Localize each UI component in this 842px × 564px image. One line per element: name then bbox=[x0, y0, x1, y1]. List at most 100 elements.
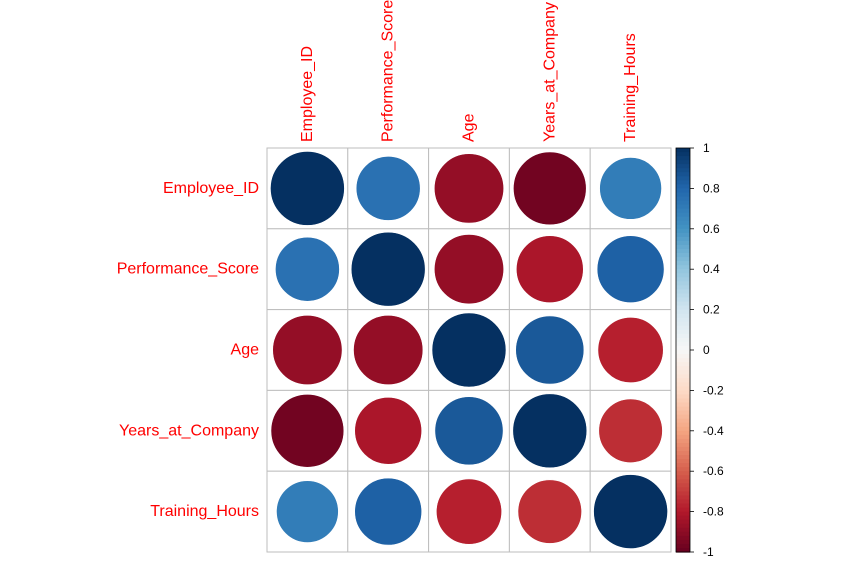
colorbar-segment bbox=[676, 305, 690, 311]
colorbar-segment bbox=[676, 313, 690, 319]
colorbar-segment bbox=[676, 467, 690, 472]
circle-performance-score-years-at-company bbox=[515, 235, 584, 304]
column-labels: Employee_ID Performance_Score Age Years_at_… bbox=[299, 0, 639, 142]
colorbar-segment bbox=[676, 390, 690, 396]
circle-training-hours-age bbox=[436, 478, 502, 545]
colorbar-tick-label: -0.8 bbox=[703, 505, 724, 519]
colorbar-segment bbox=[676, 277, 690, 282]
colorbar-tick-label: 0 bbox=[703, 343, 710, 357]
row-label-training-hours: Training_Hours bbox=[150, 503, 259, 520]
circle-employee-id-training-hours bbox=[599, 157, 662, 220]
colorbar-segment bbox=[676, 471, 690, 476]
row-label-age: Age bbox=[231, 342, 260, 359]
colorbar-segment bbox=[676, 499, 690, 505]
circle-training-hours-training-hours bbox=[593, 474, 668, 549]
circle-years-at-company-training-hours bbox=[598, 398, 663, 463]
colorbar-segment bbox=[676, 297, 690, 303]
colorbar-segment bbox=[676, 543, 690, 549]
colorbar-segment bbox=[676, 317, 690, 323]
colorbar-segment bbox=[676, 463, 690, 468]
colorbar-segment bbox=[676, 309, 690, 315]
colorbar-tick-label: 0.2 bbox=[703, 303, 720, 317]
colorbar-segment bbox=[676, 422, 690, 428]
row-labels: Employee_ID Performance_Score Age Years_at_… bbox=[117, 180, 259, 520]
colorbar-segment bbox=[676, 446, 690, 452]
circle-employee-id-employee-id bbox=[270, 151, 345, 226]
colorbar-tick-label: -1 bbox=[703, 545, 714, 559]
circle-employee-id-years-at-company bbox=[513, 151, 587, 226]
circle-performance-score-performance-score bbox=[350, 231, 426, 307]
colorbar-segment bbox=[676, 358, 690, 363]
colorbar-segment bbox=[676, 273, 690, 278]
colorbar-segment bbox=[676, 438, 690, 444]
colorbar-segment bbox=[676, 156, 690, 161]
colorbar-segment bbox=[676, 519, 690, 525]
colorbar-segment bbox=[676, 236, 690, 242]
colorbar-segment bbox=[676, 285, 690, 290]
col-label-age: Age bbox=[461, 113, 478, 142]
circle-employee-id-performance-score bbox=[355, 156, 421, 221]
colorbar-segment bbox=[676, 325, 690, 331]
circle-training-hours-employee-id bbox=[276, 480, 339, 543]
colorbar-segment bbox=[676, 426, 690, 432]
colorbar-segment bbox=[676, 455, 690, 460]
circle-training-hours-performance-score bbox=[354, 477, 423, 546]
colorbar-segment bbox=[676, 430, 690, 436]
colorbar-segment bbox=[676, 495, 690, 501]
colorbar-segment bbox=[676, 152, 690, 157]
circle-age-performance-score bbox=[353, 314, 424, 386]
colorbar-segment bbox=[676, 539, 690, 545]
colorbar-segment bbox=[676, 176, 690, 181]
circle-years-at-company-performance-score bbox=[354, 396, 423, 465]
colorbar-segment bbox=[676, 442, 690, 448]
colorbar-segment bbox=[676, 168, 690, 173]
colorbar-tick-label: -0.6 bbox=[703, 464, 724, 478]
colorbar-segment bbox=[676, 374, 690, 379]
colorbar-segment bbox=[676, 212, 690, 218]
colorbar-tick-label: 0.8 bbox=[703, 181, 720, 195]
colorbar-segment bbox=[676, 172, 690, 177]
colorbar-segment bbox=[676, 434, 690, 440]
colorbar-segment bbox=[676, 487, 690, 492]
col-label-training-hours: Training_Hours bbox=[622, 33, 639, 142]
row-label-performance-score: Performance_Score bbox=[117, 261, 259, 278]
colorbar-segment bbox=[676, 269, 690, 274]
circle-performance-score-employee-id bbox=[275, 236, 340, 302]
colorbar-segment bbox=[676, 547, 690, 553]
colorbar-segment bbox=[676, 535, 690, 541]
col-label-employee-id: Employee_ID bbox=[299, 46, 316, 142]
colorbar-segment bbox=[676, 257, 690, 262]
colorbar-segment bbox=[676, 503, 690, 509]
colorbar-segment bbox=[676, 382, 690, 387]
col-label-performance-score: Performance_Score bbox=[380, 0, 397, 142]
colorbar-segment bbox=[676, 293, 690, 299]
colorbar-segment bbox=[676, 475, 690, 480]
colorbar-segment bbox=[676, 531, 690, 537]
colorbar-segment bbox=[676, 289, 690, 295]
circle-performance-score-training-hours bbox=[596, 235, 665, 304]
colorbar-segment bbox=[676, 414, 690, 420]
colorbar-segment bbox=[676, 406, 690, 412]
colorbar-segment bbox=[676, 362, 690, 367]
colorbar-segment bbox=[676, 366, 690, 371]
colorbar-segment bbox=[676, 180, 690, 185]
colorbar-segment bbox=[676, 184, 690, 189]
colorbar-segment bbox=[676, 148, 690, 153]
colorbar-segment bbox=[676, 329, 690, 335]
circle-age-training-hours bbox=[597, 317, 664, 383]
colorbar-segment bbox=[676, 370, 690, 375]
colorbar-segment bbox=[676, 244, 690, 250]
circle-performance-score-age bbox=[433, 234, 505, 305]
colorbar-segment bbox=[676, 451, 690, 456]
colorbar-tick-label: -0.2 bbox=[703, 383, 724, 397]
colorbar-segment bbox=[676, 301, 690, 307]
colorbar-segment bbox=[676, 523, 690, 529]
colorbar-segment bbox=[676, 402, 690, 408]
colorbar-segment bbox=[676, 333, 690, 339]
col-label-years-at-company: Years_at_Company bbox=[541, 2, 558, 142]
colorbar-segment bbox=[676, 321, 690, 327]
colorbar-segment bbox=[676, 188, 690, 194]
colorbar-segment bbox=[676, 491, 690, 497]
colorbar-segment bbox=[676, 224, 690, 230]
